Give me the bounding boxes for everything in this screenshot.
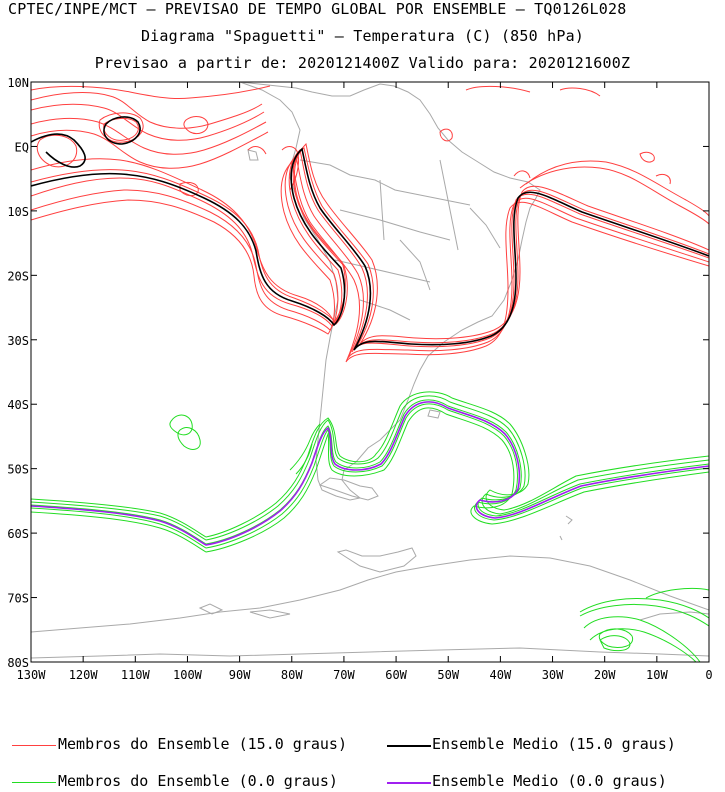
legend-label-members-15: Membros do Ensemble (15.0 graus): [58, 735, 347, 753]
lon-label: 90W: [229, 668, 251, 682]
lon-label: 30W: [542, 668, 564, 682]
legend-swatch-mean-15: [387, 745, 431, 747]
lat-label: 50S: [7, 463, 29, 477]
lon-label: 120W: [69, 668, 99, 682]
lat-label: 40S: [7, 398, 29, 412]
legend-label-mean-0: Ensemble Medio (0.0 graus): [432, 772, 667, 790]
longitude-labels: 130W 120W 110W 100W 90W 80W 70W 60W 50W 40W 30W 20W…: [17, 668, 713, 682]
lon-label: 70W: [333, 668, 355, 682]
lon-label: 10W: [646, 668, 668, 682]
lat-label: 30S: [7, 334, 29, 348]
lat-label: 10N: [7, 76, 29, 90]
lon-label: 130W: [17, 668, 47, 682]
legend-label-mean-15: Ensemble Medio (15.0 graus): [432, 735, 676, 753]
lon-label: 80W: [281, 668, 303, 682]
mean-0-contour: [31, 401, 709, 546]
members-15-contours: [31, 85, 709, 363]
lon-label: 40W: [490, 668, 512, 682]
axis-ticks: [30, 81, 710, 663]
lon-label: 20W: [594, 668, 616, 682]
lat-label: 10S: [7, 205, 29, 219]
title-line-1: CPTEC/INPE/MCT – PREVISAO DE TEMPO GLOBA…: [8, 0, 627, 18]
lat-label: 20S: [7, 269, 29, 283]
legend-label-members-0: Membros do Ensemble (0.0 graus): [58, 772, 338, 790]
map-frame: [30, 81, 710, 663]
latitude-labels: 10N EQ 10S 20S 30S 40S 50S 60S 70S 80S: [7, 76, 29, 670]
title-line-2: Diagrama "Spaguetti" – Temperatura (C) (…: [140, 27, 585, 45]
lon-label: 50W: [437, 668, 459, 682]
mean-15-contour: [31, 116, 709, 351]
lat-label: 80S: [7, 656, 29, 670]
lon-label: 110W: [121, 668, 151, 682]
lon-label: 100W: [173, 668, 203, 682]
legend-swatch-members-0: [12, 782, 56, 783]
legend-swatch-mean-0: [387, 782, 431, 784]
legend-swatch-members-15: [12, 745, 56, 746]
title-line-3: Previsao a partir de: 2020121400Z Valido…: [94, 54, 631, 72]
lat-label: 70S: [7, 592, 29, 606]
lon-label: 0: [705, 668, 712, 682]
lat-label: EQ: [15, 140, 29, 154]
lon-label: 60W: [385, 668, 407, 682]
coastlines: [31, 82, 709, 659]
members-0-contours: [31, 391, 709, 662]
spaghetti-map: 10N EQ 10S 20S 30S 40S 50S 60S 70S 80S 130W 120W 11…: [7, 76, 713, 682]
lat-label: 60S: [7, 527, 29, 541]
